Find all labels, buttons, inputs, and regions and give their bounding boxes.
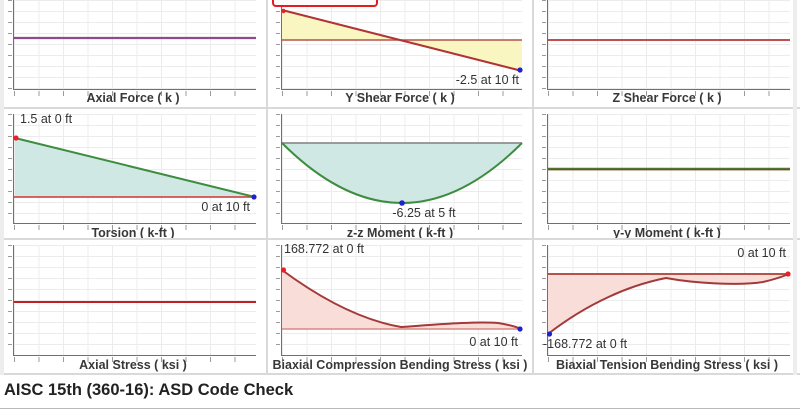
x-axis-ticks [548,225,790,230]
y-axis-ticks [276,245,280,355]
yy-moment-plot [542,114,790,230]
z-shear-plot [542,0,790,96]
panel-title: z-z Moment ( k-ft ) [346,226,454,240]
value-label-start: -168.772 at 0 ft [543,337,628,351]
red-highlight-box [272,0,378,7]
panel-axial-stress[interactable]: Axial Stress ( ksi ) [0,240,266,373]
panel-title: Axial Force ( k ) [86,91,180,105]
panel-title: y-y Moment ( k-ft ) [613,226,721,240]
value-label-min: -6.25 at 5 ft [392,206,456,220]
x-axis-ticks [14,357,256,362]
panel-title: Axial Stress ( ksi ) [79,358,187,372]
y-axis-ticks [542,0,546,89]
y-axis-ticks [542,245,546,355]
torsion-plot: 1.5 at 0 ft 0 at 10 ft [8,112,257,230]
panel-z-shear-force[interactable]: Z Shear Force ( k ) [534,0,800,107]
y-axis-ticks [8,0,12,89]
z-shear-diagram [548,39,790,41]
y-axis-ticks [276,114,280,223]
biaxial-compression-diagram [280,267,523,332]
panel-zz-moment[interactable]: -6.25 at 5 ft z-z Moment ( k-ft ) [268,109,532,240]
panel-yy-moment[interactable]: y-y Moment ( k-ft ) [534,109,800,240]
code-check-section: AISC 15th (360-16): ASD Code Check [0,375,800,418]
value-label-start: 168.772 at 0 ft [284,242,364,256]
zz-moment-plot: -6.25 at 5 ft [276,114,523,230]
y-axis-ticks [276,0,280,89]
section-divider [0,408,800,409]
zz-moment-diagram [281,142,523,206]
y-axis-ticks [8,114,12,223]
x-axis-ticks [282,91,522,96]
row-divider [0,238,800,240]
code-check-heading: AISC 15th (360-16): ASD Code Check [4,381,294,399]
biaxial-tension-diagram [546,271,791,337]
axial-stress-plot [8,245,256,362]
x-axis-ticks [14,91,256,96]
left-edge-border [0,0,4,375]
x-axis-ticks [548,357,790,362]
column-divider [266,0,268,375]
axial-force-diagram [14,36,256,40]
x-axis-ticks [282,357,522,362]
x-axis-ticks [282,225,522,230]
panel-title: Z Shear Force ( k ) [612,91,722,105]
row-divider [0,107,800,109]
y-shear-diagram [281,8,523,73]
row-divider [0,373,800,375]
value-label-start: 1.5 at 0 ft [20,112,73,126]
biaxial-tension-plot: 0 at 10 ft -168.772 at 0 ft [542,245,791,362]
torsion-diagram [13,135,257,200]
panel-title: Biaxial Tension Bending Stress ( ksi ) [555,358,779,372]
panel-title: Torsion ( k-ft ) [91,226,175,240]
y-shear-plot: -2.5 at 10 ft [276,0,523,96]
axial-stress-diagram [14,301,256,303]
panel-y-shear-force[interactable]: -2.5 at 10 ft Y Shear Force ( k ) [268,0,532,107]
y-axis-ticks [8,245,12,355]
x-axis-ticks [14,225,256,230]
biaxial-compression-plot: 168.772 at 0 ft 0 at 10 ft [276,242,523,362]
column-divider [532,0,534,375]
yy-moment-diagram [548,167,790,171]
panel-biaxial-tension-stress[interactable]: 0 at 10 ft -168.772 at 0 ft Biaxial Tens… [534,240,800,373]
panel-biaxial-compression-stress[interactable]: 168.772 at 0 ft 0 at 10 ft Biaxial Compr… [268,240,532,373]
value-label-end: 0 at 10 ft [201,200,250,214]
value-label-end: -2.5 at 10 ft [455,73,519,87]
value-label-end: 0 at 10 ft [469,335,518,349]
panel-torsion[interactable]: 1.5 at 0 ft 0 at 10 ft Torsion ( k-ft ) [0,109,266,240]
y-axis-ticks [542,114,546,223]
value-label-end: 0 at 10 ft [737,246,786,260]
x-axis-ticks [548,91,790,96]
panel-title: Biaxial Compression Bending Stress ( ksi… [272,358,528,372]
right-edge-border [793,0,797,375]
panel-axial-force[interactable]: Axial Force ( k ) [0,0,266,107]
panel-title: Y Shear Force ( k ) [345,91,455,105]
diagram-grid: Axial Force ( k ) -2.5 at 10 ft Y Shear … [0,0,800,375]
axial-force-plot [8,0,256,96]
